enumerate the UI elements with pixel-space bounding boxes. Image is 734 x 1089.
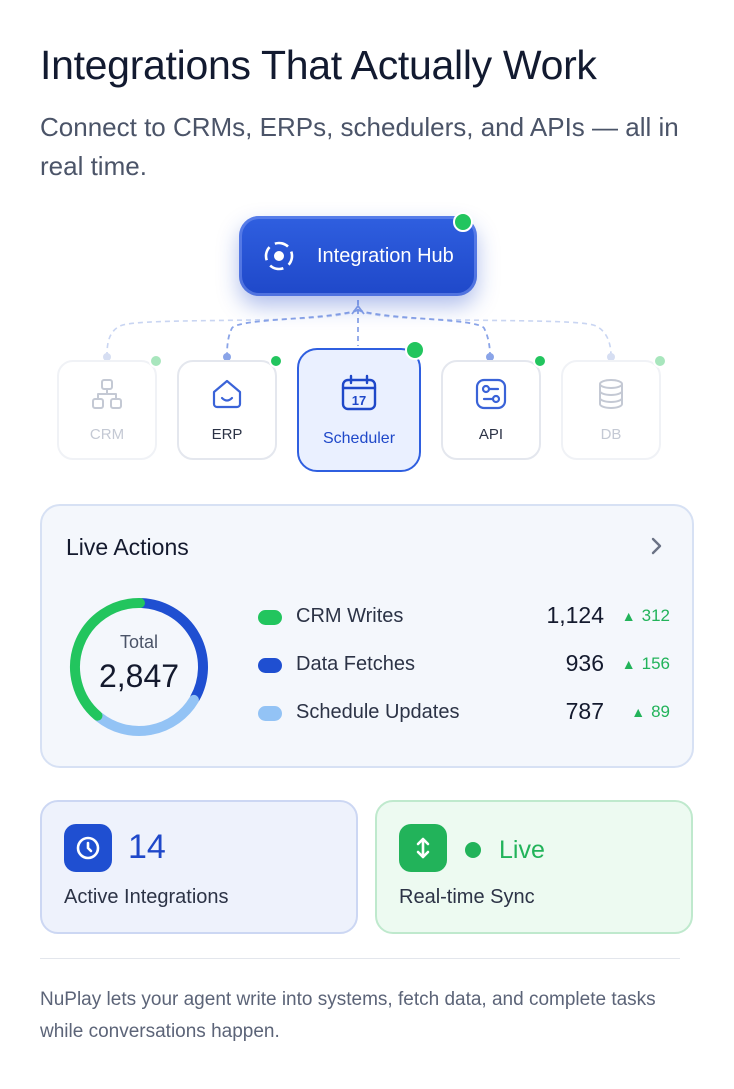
delta-value: 89 — [651, 702, 670, 721]
integration-diagram: Integration Hub CRM ERP — [0, 200, 734, 490]
legend-name: Schedule Updates — [296, 701, 460, 723]
live-status-dot — [465, 842, 481, 858]
clock-icon — [64, 824, 112, 872]
donut-segment-data-fetches — [136, 598, 208, 704]
legend-name: CRM Writes — [296, 605, 404, 627]
node-status-dot — [149, 354, 163, 368]
legend-name: Data Fetches — [296, 653, 415, 675]
node-label-scheduler: Scheduler — [322, 429, 396, 447]
node-label-crm: CRM — [89, 426, 125, 443]
legend-value: 936 — [565, 650, 604, 676]
chevron-right-icon[interactable] — [646, 536, 666, 556]
node-status-dot — [653, 354, 667, 368]
node-label-api: API — [478, 426, 504, 443]
footer-text: NuPlay lets your agent write into system… — [40, 989, 656, 1042]
realtime-sync-label: Real-time Sync — [399, 886, 535, 908]
delta-value: 312 — [641, 606, 670, 625]
target-icon — [261, 238, 297, 274]
delta-value: 156 — [641, 654, 670, 673]
realtime-sync-card[interactable]: Live Real-time Sync — [375, 800, 693, 934]
sliders-icon — [474, 377, 508, 416]
legend-row: CRM Writes 1,124 ▲ 312 — [256, 602, 670, 634]
node-status-dot — [405, 340, 425, 360]
sync-status: Live — [499, 836, 545, 864]
legend-row: Data Fetches 936 ▲ 156 — [256, 650, 670, 682]
donut-segment-schedule-updates — [93, 694, 199, 736]
live-actions-card[interactable]: Live Actions Total 2,847 CRM Writes 1,12… — [40, 504, 694, 768]
calendar-day: 17 — [352, 393, 366, 408]
active-integrations-count: 14 — [128, 828, 166, 866]
arrow-up-icon: ▲ — [621, 656, 636, 672]
node-scheduler[interactable]: 17 Scheduler — [297, 340, 425, 472]
hub-status-dot — [453, 212, 473, 232]
node-crm[interactable]: CRM — [57, 354, 163, 460]
calendar-icon: 17 — [339, 373, 379, 418]
legend-delta: ▲ 89 — [612, 702, 670, 722]
donut-segment-crm-writes — [70, 598, 145, 721]
database-icon — [594, 377, 628, 416]
divider — [40, 958, 680, 959]
donut-total-value: 2,847 — [98, 658, 180, 694]
legend-value: 787 — [565, 698, 604, 724]
legend-delta: ▲ 156 — [612, 654, 670, 674]
hierarchy-icon — [90, 377, 124, 416]
arrow-up-icon: ▲ — [621, 608, 636, 624]
house-icon — [210, 377, 244, 416]
legend-swatch — [258, 658, 282, 673]
node-label-erp: ERP — [211, 426, 243, 443]
live-actions-title: Live Actions — [66, 534, 189, 560]
legend-delta: ▲ 312 — [612, 606, 670, 626]
donut-total-label: Total — [119, 632, 159, 652]
node-api[interactable]: API — [441, 354, 547, 460]
node-label-db: DB — [600, 426, 622, 443]
hub-label: Integration Hub — [317, 244, 454, 267]
active-integrations-card[interactable]: 14 Active Integrations — [40, 800, 358, 934]
connector-lines — [103, 300, 615, 361]
integration-hub-button[interactable]: Integration Hub — [239, 212, 477, 296]
donut-chart — [70, 598, 208, 736]
node-db[interactable]: DB — [561, 354, 667, 460]
node-erp[interactable]: ERP — [177, 354, 283, 460]
legend-row: Schedule Updates 787 ▲ 89 — [256, 698, 670, 730]
node-status-dot — [269, 354, 283, 368]
up-down-arrows-icon — [399, 824, 447, 872]
legend-value: 1,124 — [546, 602, 604, 628]
legend-swatch — [258, 610, 282, 625]
page-title: Integrations That Actually Work — [40, 42, 597, 88]
active-integrations-label: Active Integrations — [64, 886, 229, 908]
node-status-dot — [533, 354, 547, 368]
arrow-up-icon: ▲ — [631, 704, 646, 720]
legend-swatch — [258, 706, 282, 721]
page-subtitle: Connect to CRMs, ERPs, schedulers, and A… — [40, 112, 679, 181]
